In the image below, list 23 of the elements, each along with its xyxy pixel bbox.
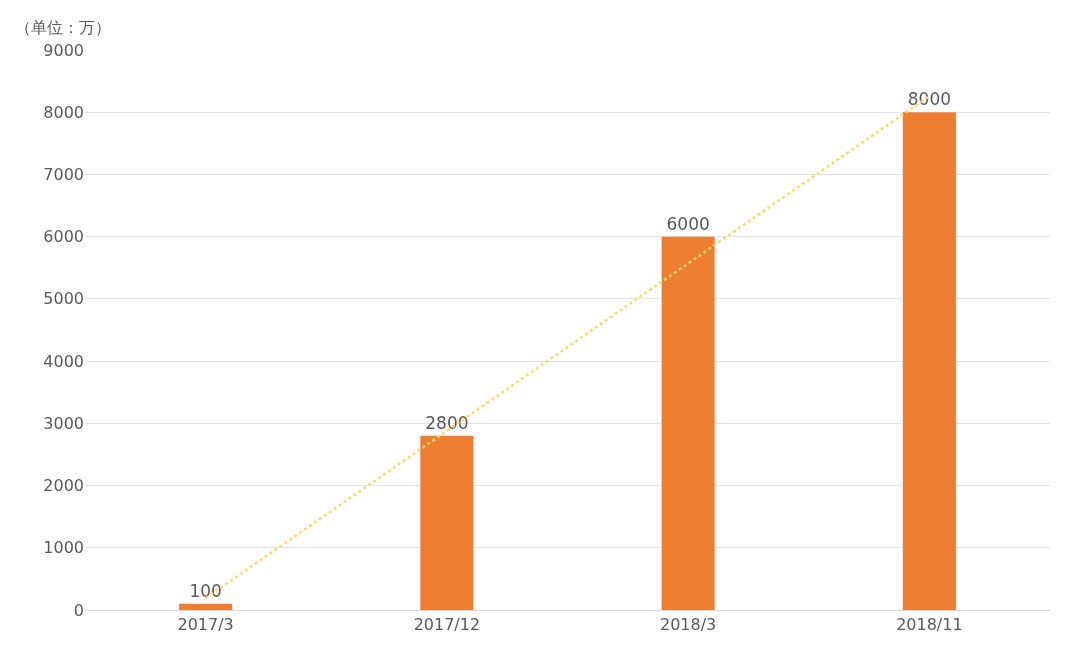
y-axis-title: （单位：万）	[15, 18, 111, 37]
data-label: 8000	[907, 89, 952, 110]
data-label: 100	[189, 580, 222, 601]
bar	[420, 435, 474, 610]
y-tick-label: 1000	[43, 538, 84, 558]
bar	[179, 603, 233, 610]
y-tick-label: 9000	[43, 40, 84, 60]
y-tick-label: 0	[73, 600, 84, 620]
data-label: 6000	[666, 213, 710, 234]
bar	[661, 236, 715, 610]
x-tick-label: 2017/3	[177, 615, 234, 635]
x-tick-label: 2018/11	[896, 615, 963, 635]
y-tick-label: 4000	[43, 351, 84, 371]
y-tick-label: 8000	[43, 102, 84, 122]
data-label: 2800	[425, 412, 469, 433]
y-tick-label: 7000	[43, 165, 84, 185]
y-tick-label: 6000	[43, 227, 84, 247]
x-tick-label: 2018/3	[659, 615, 717, 635]
y-tick-label: 2000	[43, 476, 84, 496]
x-tick-label: 2017/12	[413, 615, 481, 635]
bar	[902, 112, 956, 610]
y-tick-label: 5000	[43, 289, 84, 309]
y-tick-label: 3000	[43, 413, 84, 433]
